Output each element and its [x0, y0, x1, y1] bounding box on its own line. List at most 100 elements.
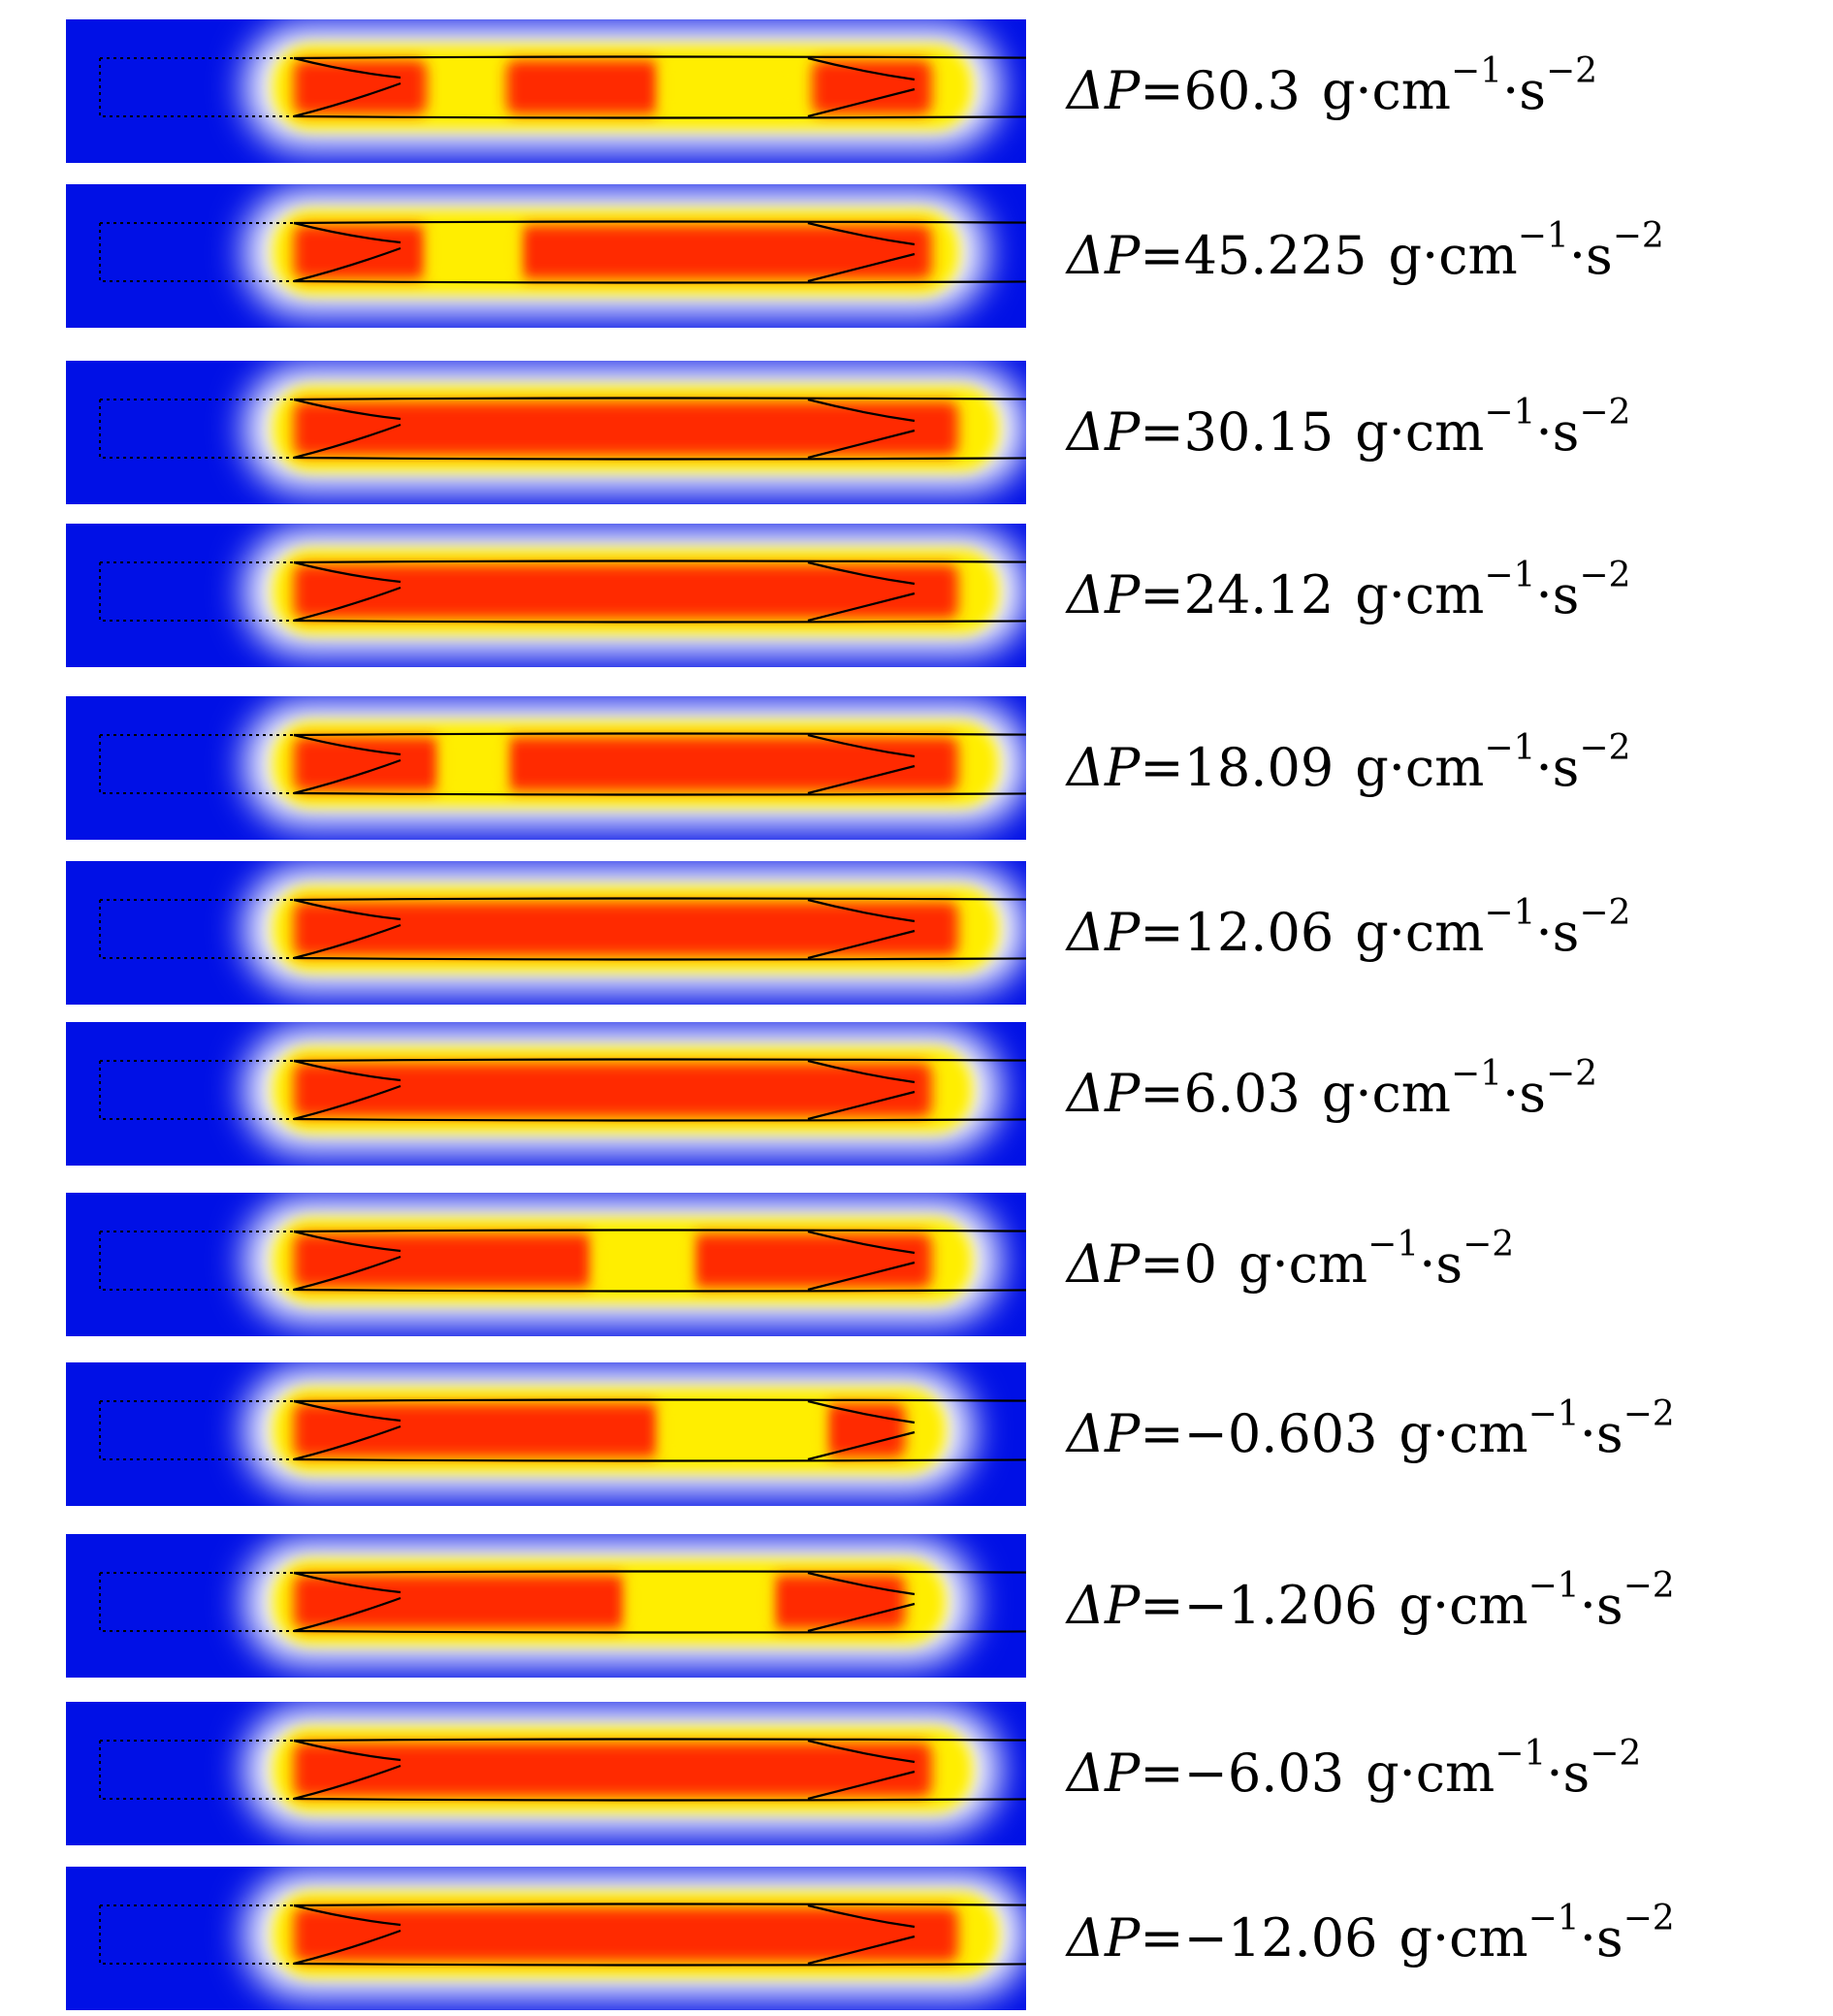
equals-sign: = — [1140, 1907, 1184, 1968]
pressure-value: 45.225 — [1183, 225, 1367, 286]
heat-core-segment — [294, 737, 440, 791]
equals-sign: = — [1140, 225, 1184, 286]
pressure-label: ΔP=45.225 g·cm−1·s−2 — [1067, 219, 1664, 286]
inlet-boundary — [99, 1060, 294, 1120]
heat-core-segment — [294, 1743, 932, 1797]
heat-core-segment — [812, 60, 932, 114]
pressure-unit: g·cm−1·s−2 — [1355, 556, 1631, 625]
right-valve — [807, 1230, 916, 1292]
heat-core-segment — [294, 401, 958, 456]
pressure-value: 30.15 — [1183, 401, 1335, 463]
delta-p-symbol: ΔP — [1067, 225, 1141, 286]
delta-p-symbol: ΔP — [1067, 1575, 1141, 1636]
inlet-boundary — [99, 222, 294, 282]
heatmap-panel — [66, 861, 1026, 1005]
pressure-value: 0 — [1183, 1233, 1217, 1295]
right-valve — [807, 1739, 916, 1801]
channel-walls — [293, 732, 1026, 796]
heatmap-panel — [66, 1534, 1026, 1678]
pressure-unit: g·cm−1·s−2 — [1399, 1394, 1675, 1464]
inlet-boundary — [99, 734, 294, 794]
heat-core-segment — [294, 60, 427, 114]
pressure-value: −1.206 — [1183, 1575, 1378, 1636]
heatmap-panel — [66, 1022, 1026, 1166]
pressure-unit: g·cm−1·s−2 — [1321, 1054, 1598, 1124]
heat-core-segment — [294, 902, 958, 956]
pressure-value: 6.03 — [1183, 1063, 1301, 1124]
pressure-label: ΔP=6.03 g·cm−1·s−2 — [1067, 1054, 1598, 1124]
heat-cool-gap — [439, 737, 507, 791]
right-valve — [807, 733, 916, 795]
left-valve — [293, 1059, 402, 1121]
left-valve — [293, 1904, 402, 1966]
pressure-unit: g·cm−1·s−2 — [1399, 1566, 1675, 1636]
inlet-boundary — [99, 57, 294, 117]
delta-p-symbol: ΔP — [1067, 1233, 1141, 1295]
pressure-unit: g·cm−1·s−2 — [1321, 51, 1598, 121]
right-valve — [807, 560, 916, 623]
delta-p-symbol: ΔP — [1067, 1403, 1141, 1464]
heatmap-panel — [66, 696, 1026, 840]
pressure-unit: g·cm−1·s−2 — [1366, 1734, 1642, 1804]
pressure-value: −6.03 — [1183, 1743, 1345, 1804]
equals-sign: = — [1140, 902, 1184, 963]
delta-p-symbol: ΔP — [1067, 401, 1141, 463]
heat-core-segment — [519, 225, 932, 279]
pressure-label: ΔP=−1.206 g·cm−1·s−2 — [1067, 1566, 1675, 1636]
heat-cool-gap — [659, 60, 792, 114]
channel-walls — [293, 1398, 1026, 1462]
left-valve — [293, 398, 402, 460]
inlet-boundary — [99, 399, 294, 459]
pressure-label: ΔP=−6.03 g·cm−1·s−2 — [1067, 1734, 1642, 1804]
heatmap-panel — [66, 1867, 1026, 2010]
equals-sign: = — [1140, 737, 1184, 798]
heat-cool-gap — [593, 1233, 692, 1288]
inlet-boundary — [99, 1231, 294, 1291]
pressure-unit: g·cm−1·s−2 — [1355, 893, 1631, 963]
heat-core-segment — [772, 1575, 906, 1629]
heatmap-panel — [66, 524, 1026, 667]
heatmap-panel — [66, 361, 1026, 504]
heat-core-segment — [506, 60, 659, 114]
delta-p-symbol: ΔP — [1067, 1063, 1141, 1124]
right-valve — [807, 898, 916, 960]
delta-p-symbol: ΔP — [1067, 564, 1141, 625]
pressure-value: 24.12 — [1183, 564, 1335, 625]
inlet-boundary — [99, 1904, 294, 1965]
heat-core-segment — [294, 1063, 932, 1117]
pressure-value: 12.06 — [1183, 902, 1335, 963]
equals-sign: = — [1140, 1403, 1184, 1464]
delta-p-symbol: ΔP — [1067, 737, 1141, 798]
pressure-value: −12.06 — [1183, 1907, 1378, 1968]
heatmap-panel — [66, 19, 1026, 163]
heat-core-segment — [294, 1403, 659, 1457]
channel-walls — [293, 1570, 1026, 1634]
pressure-value: 18.09 — [1183, 737, 1335, 798]
left-valve — [293, 1230, 402, 1292]
inlet-boundary — [99, 1572, 294, 1632]
left-valve — [293, 898, 402, 960]
channel-walls — [293, 560, 1026, 624]
equals-sign: = — [1140, 1063, 1184, 1124]
right-valve — [807, 1399, 916, 1461]
pressure-label: ΔP=18.09 g·cm−1·s−2 — [1067, 731, 1630, 798]
left-valve — [293, 221, 402, 283]
channel-walls — [293, 220, 1026, 284]
pressure-label: ΔP=30.15 g·cm−1·s−2 — [1067, 396, 1630, 463]
channel-walls — [293, 1903, 1026, 1967]
pressure-unit: g·cm−1·s−2 — [1238, 1225, 1515, 1295]
pressure-label: ΔP=24.12 g·cm−1·s−2 — [1067, 556, 1631, 625]
heat-cool-gap — [659, 1403, 825, 1457]
left-valve — [293, 560, 402, 623]
pressure-label: ΔP=−12.06 g·cm−1·s−2 — [1067, 1899, 1675, 1968]
right-valve — [807, 56, 916, 118]
delta-p-symbol: ΔP — [1067, 60, 1141, 121]
equals-sign: = — [1140, 1233, 1184, 1295]
heat-core-segment — [506, 737, 958, 791]
inlet-boundary — [99, 1740, 294, 1800]
channel-walls — [293, 1058, 1026, 1122]
pressure-unit: g·cm−1·s−2 — [1399, 1899, 1675, 1968]
delta-p-symbol: ΔP — [1067, 1907, 1141, 1968]
heat-core-segment — [825, 1403, 906, 1457]
